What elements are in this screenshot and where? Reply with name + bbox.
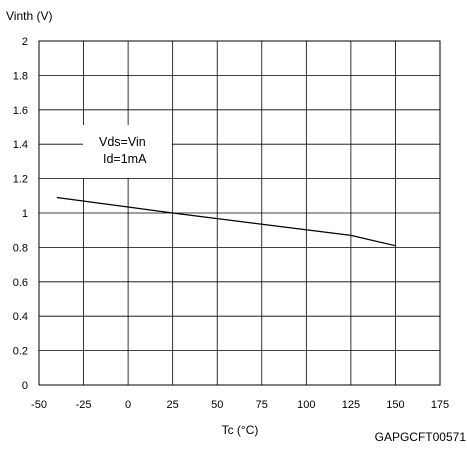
x-tick-label: -25 [76, 399, 92, 411]
y-tick-label: 0.8 [13, 242, 28, 254]
annotation-line-id: Id=1mA [103, 152, 147, 166]
y-tick-label: 1.6 [13, 105, 28, 117]
y-tick-label: 2 [22, 36, 28, 48]
y-tick-label: 0.2 [13, 346, 28, 358]
annotation-line-vds: Vds=Vin [99, 135, 146, 149]
x-tick-label: 25 [167, 399, 179, 411]
y-tick-label: 1.2 [13, 174, 28, 186]
y-tick-label: 1 [22, 208, 28, 220]
x-tick-label: 175 [431, 399, 449, 411]
y-tick-label: 1.4 [13, 139, 28, 151]
grid [38, 40, 441, 386]
series-layer [56, 196, 396, 247]
annotation-box: Vds=Vin Id=1mA [83, 125, 172, 178]
y-tick-labels: 0 0.2 0.4 0.6 0.8 1 1.2 1.4 1.6 1.8 2 [13, 36, 28, 392]
y-tick-label: 0.4 [13, 311, 28, 323]
series-line [56, 196, 396, 247]
y-axis-label: Vinth (V) [6, 9, 52, 23]
x-tick-label: -50 [31, 399, 47, 411]
x-tick-label: 50 [211, 399, 223, 411]
x-tick-label: 0 [125, 399, 131, 411]
x-tick-label: 150 [386, 399, 404, 411]
plot-frame [38, 40, 441, 386]
x-tick-label: 125 [342, 399, 360, 411]
y-tick-label: 0 [22, 380, 28, 392]
annotation-background [83, 125, 172, 178]
figure-code: GAPGCFT00571 [375, 430, 467, 444]
x-axis-label: Tc (°C) [222, 423, 259, 437]
y-tick-label: 1.8 [13, 70, 28, 82]
x-tick-label: 100 [297, 399, 315, 411]
y-tick-label: 0.6 [13, 277, 28, 289]
x-tick-label: 75 [256, 399, 268, 411]
x-tick-labels: -50 -25 0 25 50 75 100 125 150 175 [31, 399, 449, 411]
